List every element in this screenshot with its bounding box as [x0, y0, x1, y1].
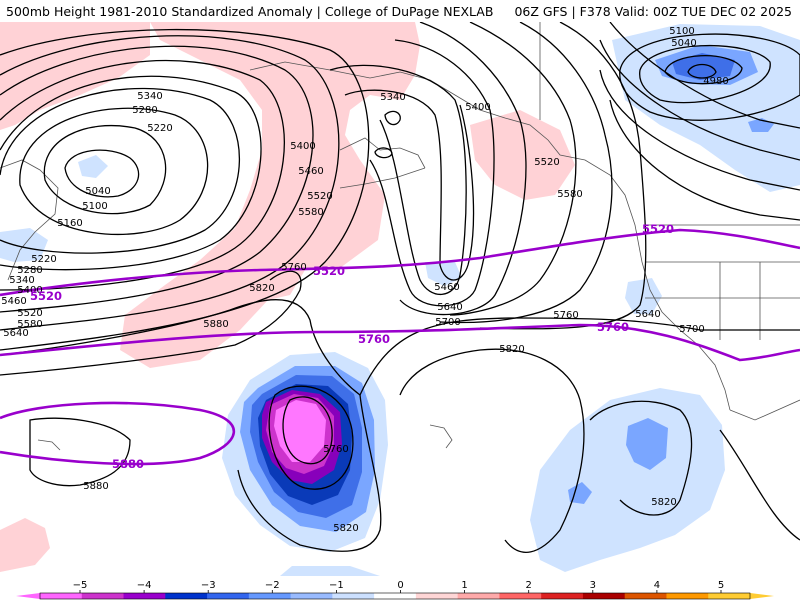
thickness-label: 5880 [112, 457, 144, 471]
legend-swatch [123, 593, 166, 599]
contour-label: 5880 [203, 319, 228, 330]
legend-tick-label: −1 [329, 580, 344, 591]
positive-anomaly-southwest [0, 518, 50, 572]
header: 500mb Height 1981-2010 Standardized Anom… [0, 0, 800, 22]
legend-swatch [374, 593, 417, 599]
legend-swatch [165, 593, 208, 599]
contour-label: 5580 [298, 207, 323, 218]
positive-anomaly-gulf-of-alaska [470, 110, 575, 200]
contour-label: 5340 [9, 275, 34, 286]
contour-label: 5220 [31, 254, 56, 265]
legend-min-arrow [16, 593, 40, 599]
legend-tick-label: −5 [73, 580, 88, 591]
contour-label: 5040 [671, 38, 696, 49]
thickness-label: 5760 [597, 320, 629, 334]
legend-swatch [708, 593, 751, 599]
contour-label: 5460 [1, 296, 26, 307]
contour-label: 5100 [82, 201, 107, 212]
contour-label: 5580 [557, 189, 582, 200]
contour-label: 5820 [249, 283, 274, 294]
contour-label: 5340 [137, 91, 162, 102]
contour-label: 5760 [323, 444, 348, 455]
thickness-label: 5520 [30, 289, 62, 303]
legend-swatch [290, 593, 333, 599]
legend-tick-label: 1 [461, 580, 467, 591]
height-contours [0, 22, 800, 553]
contour-label: 5100 [669, 26, 694, 37]
contour-label: 5280 [132, 105, 157, 116]
contour-label: 5460 [298, 166, 323, 177]
legend-swatch [40, 593, 83, 599]
legend-swatch [624, 593, 667, 599]
contour-label: 5640 [635, 309, 660, 320]
map-title: 500mb Height 1981-2010 Standardized Anom… [6, 4, 494, 19]
contour-label: 5820 [499, 344, 524, 355]
contour-label: 5580 [17, 319, 42, 330]
legend-swatch [248, 593, 292, 599]
contour-label: 5820 [651, 497, 676, 508]
contour-label: 5640 [437, 302, 462, 313]
legend-tick-label: 3 [590, 580, 596, 591]
legend-tick-label: −3 [201, 580, 216, 591]
negative-anomaly-southeast [530, 388, 725, 572]
contour-label: 5220 [147, 123, 172, 134]
color-scale-legend: −5 −4 −3 −2 −1 0 1 2 3 4 5 [0, 576, 800, 600]
contour-label: 5400 [290, 141, 315, 152]
anomaly-map: 5100 5040 4980 5340 5280 5220 5040 5100 … [0, 22, 800, 576]
contour-label: 5820 [333, 523, 358, 534]
contour-label: 5520 [307, 191, 332, 202]
contour-label: 5760 [553, 310, 578, 321]
contour-label: 5700 [679, 324, 704, 335]
legend-swatch [499, 593, 542, 599]
legend-swatch [207, 593, 250, 599]
run-info: 06Z GFS | F378 Valid: 00Z TUE DEC 02 202… [514, 4, 792, 19]
legend-swatch [582, 593, 626, 599]
contour-label: 5460 [434, 282, 459, 293]
legend-tick-label: −2 [265, 580, 280, 591]
legend-tick-label: 0 [397, 580, 403, 591]
legend-swatch [332, 593, 375, 599]
legend-tick-label: −4 [137, 580, 152, 591]
contour-label: 5520 [534, 157, 559, 168]
legend-swatch [81, 593, 125, 599]
thickness-label: 5520 [642, 222, 674, 236]
contour-label: 5520 [17, 308, 42, 319]
legend-swatch [415, 593, 459, 599]
legend-tick-label: 4 [654, 580, 660, 591]
contour-label: 4980 [703, 76, 728, 87]
legend-swatch [541, 593, 584, 599]
legend-swatch [666, 593, 709, 599]
legend-tick-label: 2 [526, 580, 532, 591]
thickness-contours [0, 228, 800, 466]
contour-label: 5760 [281, 262, 306, 273]
contour-label: 5340 [380, 92, 405, 103]
contour-label: 5400 [17, 285, 42, 296]
positive-anomaly-north-pacific [120, 22, 420, 368]
legend-max-arrow [750, 593, 774, 599]
contour-label: 5280 [17, 265, 42, 276]
legend-tick-label: 5 [718, 580, 724, 591]
contour-label: 5040 [85, 186, 110, 197]
contour-label: 5160 [57, 218, 82, 229]
contour-label: 5400 [465, 102, 490, 113]
thickness-label: 5520 [313, 264, 345, 278]
thickness-label: 5760 [358, 332, 390, 346]
contour-label: 5640 [3, 328, 28, 339]
contour-label: 5880 [83, 481, 108, 492]
contour-label: 5700 [435, 317, 460, 328]
legend-swatch [457, 593, 500, 599]
